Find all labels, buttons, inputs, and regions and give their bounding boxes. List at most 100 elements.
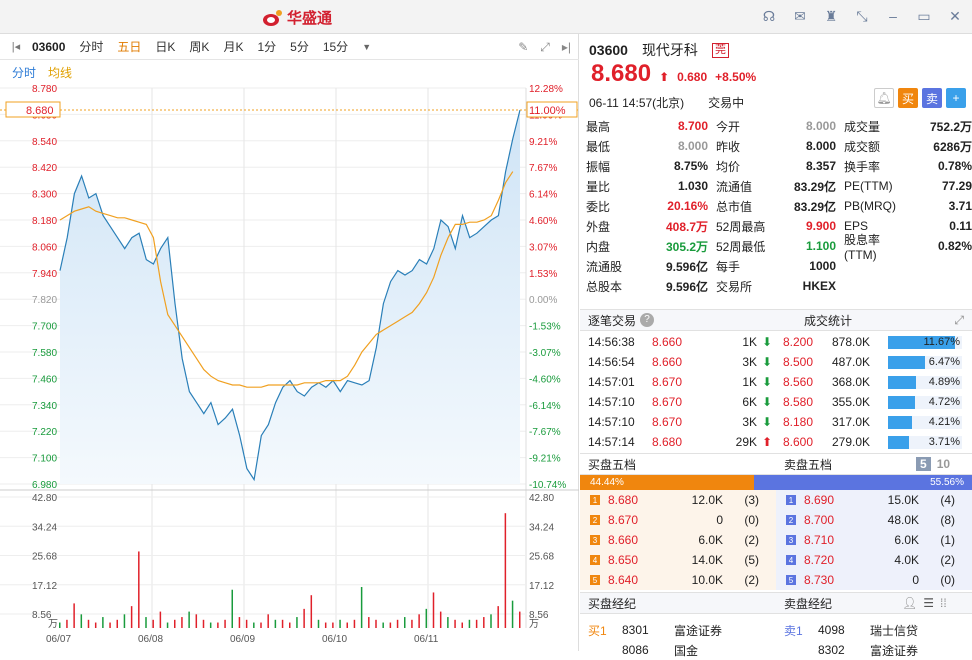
volume-bar [432, 592, 435, 628]
help-icon[interactable]: ? [640, 313, 654, 327]
volume-bar [66, 619, 68, 628]
y-tick-left: 7.340 [32, 401, 57, 412]
trade-stats-title: 成交统计 [804, 313, 853, 328]
stats-row: 总股本 9.596亿 交易所 HKEX [580, 276, 972, 296]
list-view-icon[interactable]: ☰ [923, 596, 934, 610]
levels-5-button[interactable]: 5 [916, 457, 931, 471]
minimize-icon[interactable]: – [889, 8, 897, 24]
tab-period-6[interactable]: 5分 [290, 40, 309, 54]
stat-label: 每手 [716, 259, 741, 274]
tab-period-2[interactable]: 日K [155, 40, 176, 54]
draw-pen-icon[interactable]: ✎ [518, 40, 529, 54]
grid-view-icon[interactable]: ⁞⁞ [940, 596, 947, 610]
stat-value: 83.29亿 [793, 199, 836, 214]
stat-bar: 11.67% [888, 335, 962, 349]
vol-tick-right: 17.12 [529, 581, 554, 592]
level-price: 8.680 [608, 493, 639, 507]
volume-bar [166, 622, 169, 628]
volume-bar [382, 622, 384, 628]
add-watchlist-button[interactable]: + [946, 88, 966, 108]
current-price-label: 8.680 [26, 105, 54, 117]
level-count: (1) [940, 533, 955, 547]
x-tick-label: 06/11 [414, 634, 439, 645]
level-index: 5 [786, 575, 796, 585]
tab-period-7[interactable]: 15分 [322, 40, 349, 54]
bid-level-row[interactable]: 3 8.660 6.0K (2) [580, 530, 776, 550]
vol-tick-left: 17.12 [32, 581, 57, 592]
volume-bar [238, 617, 241, 628]
ask-level-row[interactable]: 1 8.690 15.0K (4) [776, 490, 972, 510]
tab-period-3[interactable]: 周K [189, 40, 210, 54]
volume-bar [195, 614, 198, 628]
collapse-left-icon[interactable]: |◂ [11, 41, 21, 53]
vol-tick-left: 42.80 [32, 493, 57, 504]
y-tick-left: 8.060 [32, 242, 57, 253]
vol-unit-left: 万 [48, 619, 58, 630]
bid-level-row[interactable]: 5 8.640 10.0K (2) [580, 570, 776, 590]
sell-broker-name[interactable]: 富途证券 [870, 643, 919, 658]
bid-level-row[interactable]: 4 8.650 14.0K (5) [580, 550, 776, 570]
trade-row: 14:57:10 8.670 3K ⬇ 8.180 317.0K 4.21% [580, 412, 972, 432]
ask-level-row[interactable]: 3 8.710 6.0K (1) [776, 530, 972, 550]
headset-icon[interactable]: ☊ [762, 7, 776, 24]
stat-volume: 878.0K [832, 335, 871, 349]
stat-bar: 4.21% [888, 415, 962, 429]
price-chart[interactable]: 8.780 8.680 8.540 8.420 8.300 8.180 8.060 7.940… [0, 34, 579, 651]
subtab-timeshare[interactable]: 分时 [12, 66, 37, 80]
person-icon[interactable]: 👤︎ [902, 596, 918, 610]
mail-icon[interactable]: ✉ [794, 7, 806, 24]
volume-bar [59, 622, 61, 628]
bid-level-row[interactable]: 2 8.670 0 (0) [580, 510, 776, 530]
level-count: (3) [744, 493, 759, 507]
bell-icon[interactable]: 🔔︎ [874, 88, 894, 108]
stat-value: 8.357 [805, 159, 836, 173]
collapse-right-icon[interactable]: ▸| [561, 40, 571, 54]
volume-bar [217, 622, 219, 628]
y-tick-left: 7.700 [32, 322, 57, 333]
subtab-avg-line[interactable]: 均线 [48, 66, 73, 80]
levels-10-button[interactable]: 10 [936, 457, 951, 471]
app-title: 华盛通 [287, 10, 333, 27]
chevron-down-icon[interactable]: ▼ [362, 41, 372, 52]
level-volume: 6.0K [894, 533, 919, 547]
stat-bar: 4.72% [888, 395, 962, 409]
buy-button[interactable]: 买 [898, 88, 918, 108]
trade-time: 14:57:10 [588, 415, 635, 429]
trades-list: 14:56:38 8.660 1K ⬇ 8.200 878.0K 11.67% 14:56:5… [580, 332, 972, 452]
volume-bar [360, 586, 363, 628]
sell-broker-name[interactable]: 瑞士信贷 [870, 623, 919, 638]
price-area [60, 110, 520, 484]
stat-label: 流通股 [586, 259, 623, 274]
maximize-icon[interactable]: ▭ [917, 7, 931, 24]
bid-level-row[interactable]: 1 8.680 12.0K (3) [580, 490, 776, 510]
tab-period-1[interactable]: 五日 [117, 40, 142, 54]
volume-bar [411, 619, 413, 628]
stat-volume: 368.0K [832, 375, 871, 389]
trade-volume: 29K [735, 435, 757, 449]
volume-bar [454, 619, 456, 628]
trade-price: 8.670 [652, 415, 683, 429]
volume-bar [332, 622, 334, 628]
fullscreen-icon[interactable]: ⤢ [540, 40, 550, 54]
ask-level-row[interactable]: 2 8.700 48.0K (8) [776, 510, 972, 530]
shirt-icon[interactable]: ♜ [824, 7, 838, 24]
close-icon[interactable]: ✕ [949, 7, 961, 24]
tab-period-4[interactable]: 月K [223, 40, 244, 54]
buy-broker-name[interactable]: 国金 [674, 643, 699, 658]
buy-ratio: 44.44% [580, 475, 755, 490]
ask-level-row[interactable]: 5 8.730 0 (0) [776, 570, 972, 590]
level-count: (0) [940, 573, 955, 587]
sell-button[interactable]: 卖 [922, 88, 942, 108]
y-tick-right: -7.67% [529, 427, 561, 438]
shrink-icon[interactable]: ⤡ [856, 7, 868, 24]
buy-broker-name[interactable]: 富途证券 [674, 623, 723, 638]
level-volume: 4.0K [894, 553, 919, 567]
stat-label: PE(TTM) [844, 179, 893, 193]
expand-icon[interactable]: ⤢ [954, 312, 964, 327]
ask-level-row[interactable]: 4 8.720 4.0K (2) [776, 550, 972, 570]
volume-bar [274, 619, 277, 628]
tab-period-5[interactable]: 1分 [257, 40, 277, 54]
trade-price: 8.670 [652, 375, 683, 389]
tab-period-0[interactable]: 分时 [79, 40, 104, 54]
level-volume: 48.0K [887, 513, 919, 527]
